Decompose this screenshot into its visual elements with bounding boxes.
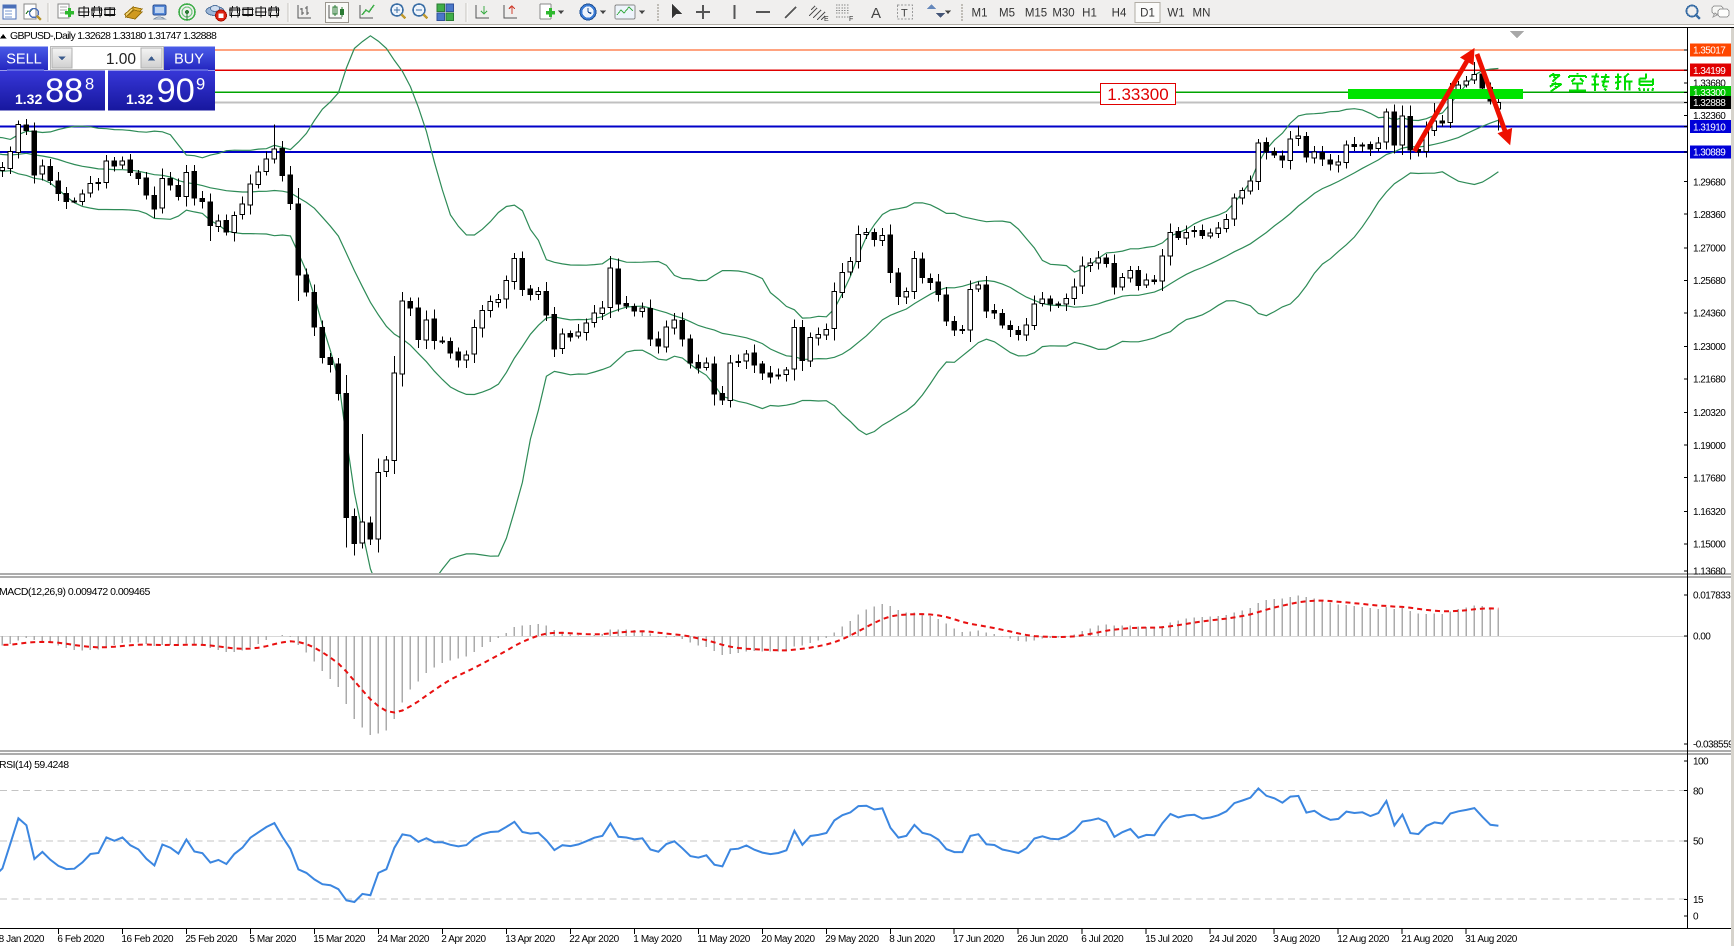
- svg-text:50: 50: [1693, 836, 1704, 847]
- svg-text:-0.038559: -0.038559: [1693, 740, 1734, 751]
- svg-text:26 Jun 2020: 26 Jun 2020: [1017, 934, 1068, 945]
- svg-text:17 Jun 2020: 17 Jun 2020: [953, 934, 1004, 945]
- svg-text:A: A: [871, 5, 881, 22]
- svg-text:D1: D1: [1140, 8, 1155, 20]
- svg-text:1.24360: 1.24360: [1693, 309, 1726, 320]
- svg-text:15 Mar 2020: 15 Mar 2020: [313, 934, 366, 945]
- svg-text:1.16320: 1.16320: [1693, 507, 1726, 518]
- svg-text:1.34199: 1.34199: [1693, 66, 1726, 77]
- svg-text:1.13680: 1.13680: [1693, 567, 1726, 578]
- svg-text:2 Apr 2020: 2 Apr 2020: [441, 934, 486, 945]
- svg-text:13 Apr 2020: 13 Apr 2020: [505, 934, 555, 945]
- svg-text:11 May 2020: 11 May 2020: [697, 934, 751, 945]
- svg-text:0: 0: [1693, 912, 1699, 923]
- svg-text:8 Jun 2020: 8 Jun 2020: [889, 934, 935, 945]
- svg-text:E: E: [824, 16, 829, 23]
- svg-text:H4: H4: [1112, 8, 1127, 20]
- svg-text:MN: MN: [1193, 8, 1211, 20]
- svg-text:5 Mar 2020: 5 Mar 2020: [249, 934, 296, 945]
- svg-text:1.28360: 1.28360: [1693, 210, 1726, 221]
- svg-text:1.25680: 1.25680: [1693, 276, 1726, 287]
- svg-text:25 Feb 2020: 25 Feb 2020: [185, 934, 238, 945]
- svg-text:28 Jan 2020: 28 Jan 2020: [0, 934, 45, 945]
- svg-text:1.27000: 1.27000: [1693, 243, 1726, 254]
- svg-text:90: 90: [157, 72, 195, 110]
- svg-text:1.00: 1.00: [106, 51, 137, 68]
- svg-text:1.23000: 1.23000: [1693, 342, 1726, 353]
- svg-text:M1: M1: [972, 8, 988, 20]
- svg-text:1.32360: 1.32360: [1693, 111, 1726, 122]
- svg-text:16 Feb 2020: 16 Feb 2020: [121, 934, 174, 945]
- svg-text:F: F: [849, 16, 853, 23]
- svg-text:15: 15: [1693, 895, 1704, 906]
- svg-text:12 Aug 2020: 12 Aug 2020: [1337, 934, 1390, 945]
- svg-text:20 May 2020: 20 May 2020: [761, 934, 815, 945]
- svg-text:0.017833: 0.017833: [1693, 591, 1731, 602]
- svg-text:100: 100: [1693, 757, 1709, 768]
- svg-text:1.33680: 1.33680: [1693, 79, 1726, 90]
- svg-text:8: 8: [85, 76, 94, 94]
- svg-text:31 Aug 2020: 31 Aug 2020: [1465, 934, 1518, 945]
- svg-text:1.15000: 1.15000: [1693, 540, 1726, 551]
- svg-text:88: 88: [45, 72, 83, 110]
- svg-text:15 Jul 2020: 15 Jul 2020: [1145, 934, 1193, 945]
- svg-text:H1: H1: [1082, 8, 1097, 20]
- svg-text:BUY: BUY: [174, 52, 204, 68]
- svg-text:0.00: 0.00: [1693, 632, 1711, 643]
- svg-text:SELL: SELL: [6, 52, 41, 68]
- svg-text:24 Jul 2020: 24 Jul 2020: [1209, 934, 1257, 945]
- svg-text:3 Aug 2020: 3 Aug 2020: [1273, 934, 1320, 945]
- svg-text:1.32888: 1.32888: [1693, 98, 1726, 109]
- svg-text:1.31910: 1.31910: [1693, 122, 1726, 133]
- svg-text:6 Feb 2020: 6 Feb 2020: [57, 934, 104, 945]
- svg-text:1.32: 1.32: [126, 91, 153, 107]
- svg-text:M15: M15: [1025, 8, 1047, 20]
- svg-text:1.33300: 1.33300: [1693, 88, 1726, 99]
- svg-text:1.17680: 1.17680: [1693, 473, 1726, 484]
- svg-text:M5: M5: [999, 8, 1015, 20]
- svg-text:1.33300: 1.33300: [1107, 85, 1168, 104]
- svg-text:M30: M30: [1052, 8, 1074, 20]
- svg-text:1 May 2020: 1 May 2020: [633, 934, 682, 945]
- svg-text:1.21680: 1.21680: [1693, 375, 1726, 386]
- svg-text:21 Aug 2020: 21 Aug 2020: [1401, 934, 1454, 945]
- svg-text:24 Mar 2020: 24 Mar 2020: [377, 934, 430, 945]
- svg-text:1.19000: 1.19000: [1693, 441, 1726, 452]
- svg-text:6 Jul 2020: 6 Jul 2020: [1081, 934, 1124, 945]
- svg-text:80: 80: [1693, 786, 1704, 797]
- svg-text:1.30889: 1.30889: [1693, 147, 1726, 158]
- svg-text:1.35017: 1.35017: [1693, 46, 1726, 57]
- svg-text:W1: W1: [1167, 8, 1184, 20]
- svg-text:1.32: 1.32: [15, 91, 42, 107]
- svg-text:MACD(12,26,9) 0.009472 0.00946: MACD(12,26,9) 0.009472 0.009465: [0, 586, 151, 598]
- svg-text:29 May 2020: 29 May 2020: [825, 934, 879, 945]
- svg-text:9: 9: [196, 76, 205, 94]
- svg-text:1.29680: 1.29680: [1693, 177, 1726, 188]
- svg-text:RSI(14) 59.4248: RSI(14) 59.4248: [0, 759, 69, 771]
- svg-text:22 Apr 2020: 22 Apr 2020: [569, 934, 619, 945]
- svg-text:GBPUSD-,Daily 1.32628 1.33180: GBPUSD-,Daily 1.32628 1.33180 1.31747 1.…: [10, 30, 217, 42]
- svg-text:1.20320: 1.20320: [1693, 408, 1726, 419]
- svg-text:T: T: [901, 8, 908, 20]
